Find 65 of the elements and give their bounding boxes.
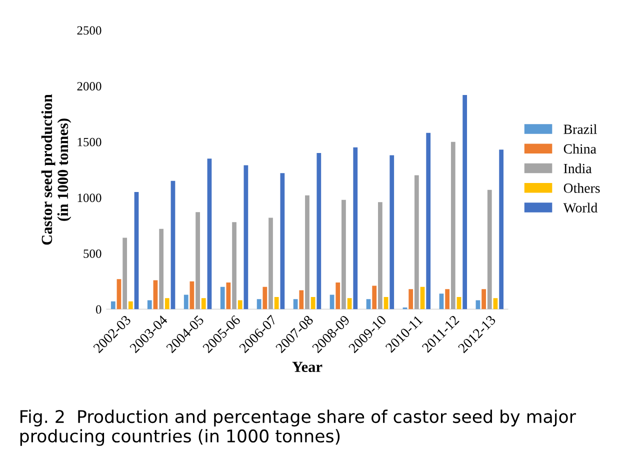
bar [439,294,444,310]
bar [190,281,194,310]
bar [232,222,236,310]
bar [482,289,486,310]
bar [153,280,158,310]
bar [268,218,273,310]
y-tick-label: 2000 [77,82,102,90]
legend-label: China [564,144,596,154]
bar [280,173,285,310]
y-axis-title: Castor seed production (in 1000 tonnes) [41,94,72,245]
bar [420,286,425,310]
y-tick-label: 500 [84,249,102,258]
legend-label: Brazil [564,124,597,134]
bar [414,175,419,310]
bar [256,299,262,310]
bar [445,289,450,310]
y-tick-label: 0 [96,305,102,314]
bar [426,132,431,310]
bar [238,300,242,310]
bar [342,200,346,310]
bar [450,142,456,310]
bar [499,150,504,310]
bar [316,152,322,310]
bar [366,299,371,310]
bar [122,238,128,310]
legend-label: World [563,202,598,213]
bar [196,212,200,310]
legend-label: India [564,163,592,174]
bar [226,282,231,310]
bar [164,298,170,310]
bar [293,299,298,310]
bar [116,279,122,310]
bar [128,301,133,310]
x-axis-title: Year [292,362,322,372]
bar [274,296,279,310]
y-tick-label: 2500 [77,26,102,35]
bar [378,202,382,310]
bar [262,286,268,310]
bar [487,190,492,310]
legend-label: Others [564,183,600,193]
bar [220,286,225,310]
bar [110,301,116,310]
bar [347,298,352,310]
bar [493,298,498,310]
bar [184,294,188,310]
bar [336,282,340,310]
caption: Fig. 2 Production and percentage share of castor seed by major producing countries (in 1000 tonnes) [20,410,576,446]
bar [330,294,334,310]
bar [134,192,139,310]
bar [170,180,176,310]
bar [244,165,248,310]
bar [462,94,468,310]
y-tick-label: 1500 [78,138,102,146]
bar [159,228,164,310]
y-tick-label: 1000 [78,194,102,202]
bar [408,289,414,310]
bar [353,147,358,310]
bar [372,286,377,310]
bar [310,296,316,310]
bar [207,158,212,310]
bar [305,195,310,310]
bar [201,298,206,310]
bar [299,290,304,310]
bar [390,155,394,310]
bar [147,300,152,310]
